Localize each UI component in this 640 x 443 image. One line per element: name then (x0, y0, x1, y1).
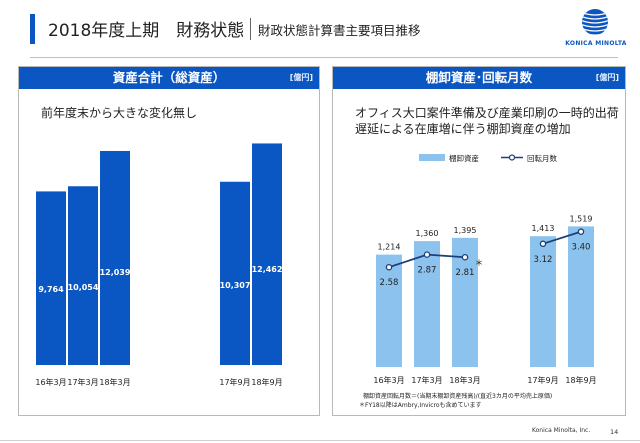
asset-bar-5 (252, 143, 282, 365)
total-assets-chart: 9,764 16年3月 10,054 17年3月 12,039 18年3月 10,307 17… (35, 143, 283, 387)
asset-bar-label-3: 12,039 (100, 268, 131, 277)
inventory-x-tick-5: 18年9月 (565, 375, 596, 385)
asset-bar-label-5: 12,462 (252, 265, 283, 274)
legend-line-marker (508, 154, 516, 161)
logo-wordmark: KONICA MINOLTA (565, 40, 627, 47)
total-assets-note: 前年度末から大きな変化無し (41, 106, 198, 120)
turnover-label-2: 2.87 (418, 266, 437, 276)
inventory-unit: [億円] (595, 73, 619, 82)
asset-x-tick-3: 18年3月 (99, 377, 130, 387)
page-number: 14 (610, 428, 619, 436)
turnover-point-1 (385, 263, 393, 271)
inventory-x-tick-3: 18年3月 (449, 375, 480, 385)
header-separator (250, 18, 251, 40)
asset-x-tick-1: 16年3月 (35, 377, 66, 387)
inventory-title-text: 棚卸資産･回転月数 (425, 70, 533, 85)
inventory-bar-label-5: 1,519 (570, 214, 593, 223)
total-assets-unit: [億円] (289, 73, 313, 82)
turnover-line-h1 (542, 230, 582, 245)
turnover-point-5 (577, 228, 585, 235)
asset-bar-label-1: 9,764 (38, 285, 64, 294)
inventory-bar-1 (376, 254, 402, 367)
inventory-panel-title: 棚卸資産･回転月数 [億円] (333, 67, 625, 89)
inventory-bar-2 (414, 241, 440, 367)
inventory-bar-5 (568, 226, 594, 367)
asset-x-tick-4: 17年9月 (219, 377, 250, 387)
total-assets-panel-title: 資産合計（総資産） [億円] (19, 67, 319, 89)
inventory-bar-4 (530, 236, 556, 367)
inventory-note-line2: 遅延による在庫増に伴う棚卸資産の増加 (355, 122, 571, 136)
inventory-note: オフィス大口案件準備及び産業印刷の一時的出荷 遅延による在庫増に伴う棚卸資産の増… (355, 105, 619, 137)
turnover-label-1: 2.58 (380, 278, 399, 288)
turnover-footnote: 棚卸資産回転月数＝(当期末棚卸資産残高)/(直近3カ月の平均売上原価) (363, 393, 553, 400)
inventory-bar-label-3: 1,395 (454, 226, 477, 235)
page-title: 2018年度上期 財務状態 (48, 21, 245, 41)
company-name: Konica Minolta, Inc. (532, 427, 591, 434)
header-accent-bar (30, 14, 35, 44)
turnover-point-4 (539, 240, 547, 248)
asset-bar-label-2: 10,054 (68, 283, 99, 292)
turnover-annotation: ＊ (474, 259, 483, 269)
legend-bar-swatch (419, 154, 445, 161)
inventory-x-tick-2: 17年3月 (411, 375, 442, 385)
asset-bar-1 (36, 191, 66, 365)
inventory-x-tick-4: 17年9月 (527, 375, 558, 385)
asset-bar-4 (220, 181, 250, 365)
turnover-label-5: 3.40 (572, 243, 591, 253)
legend-bar-label: 棚卸資産 (449, 153, 479, 163)
legend-line-label: 回転月数 (527, 153, 557, 163)
asset-x-tick-5: 18年9月 (251, 377, 282, 387)
footer-rule (0, 440, 640, 441)
konica-minolta-logo-icon (582, 9, 608, 35)
inventory-x-tick-1: 16年3月 (373, 375, 404, 385)
turnover-label-3: 2.81 (456, 268, 475, 278)
asset-bar-2 (68, 186, 98, 365)
inventory-note-line1: オフィス大口案件準備及び産業印刷の一時的出荷 (355, 106, 619, 120)
turnover-label-4: 3.12 (534, 255, 553, 265)
turnover-point-3 (461, 253, 469, 261)
inventory-bar-label-4: 1,413 (532, 224, 555, 233)
total-assets-title-text: 資産合計（総資産） (112, 70, 226, 85)
asset-x-tick-2: 17年3月 (67, 377, 98, 387)
scope-footnote: ＊FY18以降はAmbry,Invicroも含めています (359, 402, 482, 409)
turnover-point-2 (423, 251, 431, 258)
page-subtitle: 財政状態計算書主要項目推移 (258, 23, 421, 38)
inventory-bar-label-1: 1,214 (378, 243, 401, 252)
inventory-panel: 棚卸資産･回転月数 [億円] オフィス大口案件準備及び産業印刷の一時的出荷 遅延… (332, 66, 626, 416)
asset-bar-label-4: 10,307 (220, 281, 251, 290)
total-assets-panel: 資産合計（総資産） [億円] 前年度末から大きな変化無し 9,764 16年3月 1… (18, 66, 320, 416)
asset-bar-3 (100, 150, 130, 365)
inventory-chart: 棚卸資産 回転月数 1,214 16年3月 1,360 17年3月 1,395 18年3月 1,… (373, 153, 596, 385)
header-rule (30, 57, 618, 58)
inventory-bar-label-2: 1,360 (416, 229, 439, 238)
